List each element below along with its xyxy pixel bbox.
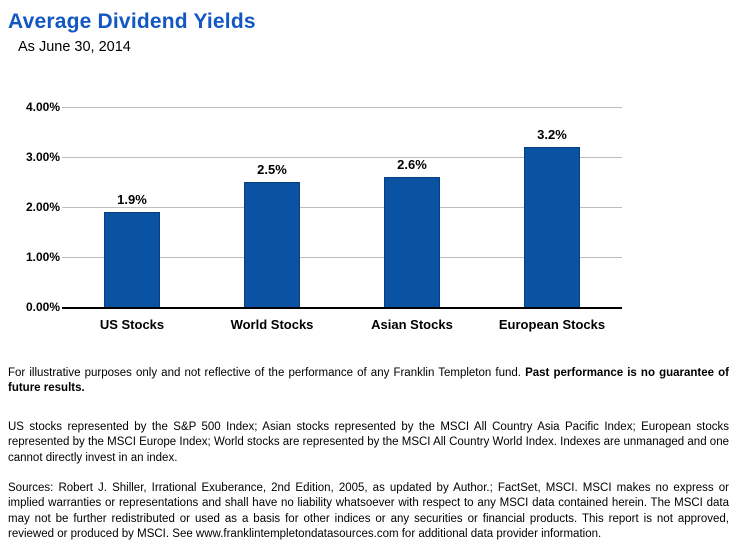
y-axis-tick-label: 2.00%	[25, 200, 60, 214]
y-axis-tick-label: 1.00%	[25, 250, 60, 264]
gridline	[62, 107, 622, 108]
gridline	[62, 257, 622, 258]
disclaimer-past-performance: Past performance is no guarantee of futu…	[8, 366, 729, 395]
y-axis-tick-label: 4.00%	[25, 100, 60, 114]
x-axis-category-label-us-stocks: US Stocks	[99, 317, 165, 332]
bar-asian-stocks	[384, 177, 440, 307]
bar-value-label-world-stocks: 2.5%	[257, 162, 287, 177]
bar-european-stocks	[524, 147, 580, 307]
bar-value-label-european-stocks: 3.2%	[537, 127, 567, 142]
gridline	[62, 157, 622, 158]
x-axis-labels: US Stocks World Stocks Asian Stocks Europea…	[62, 317, 622, 332]
dividend-yields-chart: 1.9% 2.5% 2.6% 3.2% US Stocks World Stocks As…	[0, 95, 736, 343]
plot-area: 1.9% 2.5% 2.6% 3.2%	[62, 107, 622, 309]
bar-us-stocks	[104, 212, 160, 307]
disclaimer-illustrative-text: For illustrative purposes only and not r…	[8, 366, 526, 379]
chart-subtitle: As June 30, 2014	[18, 39, 131, 55]
x-axis-category-label-world-stocks: World Stocks	[230, 317, 314, 332]
bar-value-label-asian-stocks: 2.6%	[397, 157, 427, 172]
gridline	[62, 207, 622, 208]
x-axis-category-label-asian-stocks: Asian Stocks	[371, 317, 453, 332]
bar-value-label-us-stocks: 1.9%	[117, 192, 147, 207]
bar-world-stocks	[244, 182, 300, 307]
page-title: Average Dividend Yields	[8, 10, 256, 33]
x-axis-category-label-european-stocks: European Stocks	[498, 317, 606, 332]
disclaimer-illustrative: For illustrative purposes only and not r…	[8, 366, 729, 397]
y-axis-tick-label: 0.00%	[25, 300, 60, 314]
disclaimer-sources: Sources: Robert J. Shiller, Irrational E…	[8, 481, 729, 541]
disclaimer-indexes: US stocks represented by the S&P 500 Ind…	[8, 420, 729, 464]
y-axis-tick-label: 3.00%	[25, 150, 60, 164]
